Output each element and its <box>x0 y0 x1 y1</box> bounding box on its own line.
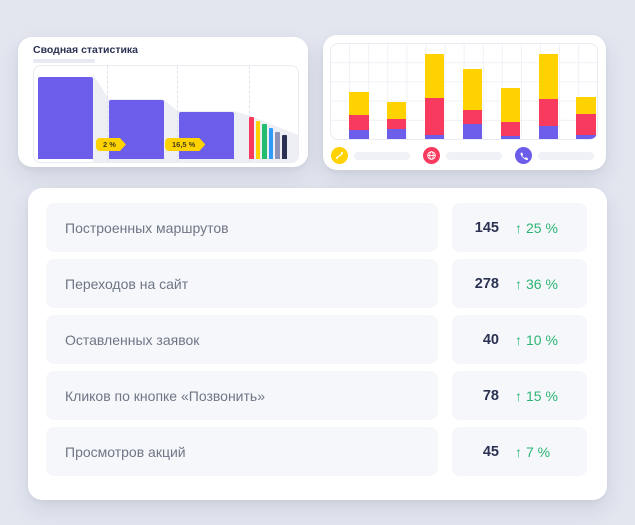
bar-segment-pink <box>576 114 596 136</box>
dashed-gridline <box>107 66 108 162</box>
globe-icon <box>423 147 440 164</box>
bar-segment-purple <box>576 135 596 139</box>
metric-number: 45 <box>482 443 499 460</box>
delta-text: 25 % <box>526 219 558 236</box>
bar-segment-pink <box>538 99 559 126</box>
bar-segment-pink <box>500 121 521 137</box>
dashed-gridline <box>177 66 178 162</box>
bar-segment-pink <box>462 109 483 124</box>
metric-value-box: 78 ↑ 15 % <box>452 371 587 420</box>
up-arrow-icon: ↑ <box>515 443 522 460</box>
metric-row: Оставленных заявок 40 ↑ 10 % <box>46 315 587 364</box>
delta-text: 7 % <box>526 443 551 460</box>
bar-segment-yellow <box>386 101 407 120</box>
metric-row: Переходов на сайт 278 ↑ 36 % <box>46 259 587 308</box>
metric-number: 78 <box>482 387 499 404</box>
stacked-bar-chart <box>330 43 598 140</box>
summary-bar <box>38 76 93 159</box>
phone-icon <box>515 147 532 164</box>
metric-value-box: 145 ↑ 25 % <box>452 203 587 252</box>
delta-text: 10 % <box>526 331 558 348</box>
mini-bar <box>249 116 254 159</box>
metric-row: Построенных маршрутов 145 ↑ 25 % <box>46 203 587 252</box>
bar-segment-purple <box>424 135 445 139</box>
bar-segment-pink <box>424 98 445 136</box>
up-arrow-icon: ↑ <box>515 331 522 348</box>
stacked-chart-card <box>323 35 606 170</box>
metric-value-box: 45 ↑ 7 % <box>452 427 587 476</box>
legend-item-routes <box>331 147 414 164</box>
delta-text: 15 % <box>526 387 558 404</box>
mini-bars-group <box>249 66 287 159</box>
metric-delta: ↑ 36 % <box>515 276 558 292</box>
metrics-card: Построенных маршрутов 145 ↑ 25 % Переход… <box>28 188 607 500</box>
up-arrow-icon: ↑ <box>515 275 522 292</box>
metric-label: Оставленных заявок <box>46 315 438 364</box>
metric-number: 278 <box>474 275 499 292</box>
stacked-bar <box>424 44 445 139</box>
percent-badge: 16,5 % <box>165 138 205 151</box>
mini-bar <box>275 131 280 159</box>
stacked-bar <box>500 44 521 139</box>
legend-item-calls <box>515 147 598 164</box>
metric-value-box: 278 ↑ 36 % <box>452 259 587 308</box>
metric-delta: ↑ 7 % <box>515 444 550 460</box>
bar-segment-yellow <box>576 97 596 115</box>
metric-label: Кликов по кнопке «Позвонить» <box>46 371 438 420</box>
summary-bars <box>34 66 298 162</box>
bar-segment-purple <box>462 123 483 139</box>
metric-delta: ↑ 25 % <box>515 220 558 236</box>
up-arrow-icon: ↑ <box>515 387 522 404</box>
metric-label: Просмотров акций <box>46 427 438 476</box>
summary-stats-card: Сводная статистика 2 % 16,5 % <box>18 37 308 167</box>
summary-bar <box>179 111 234 159</box>
bar-segment-pink <box>386 119 407 129</box>
mini-bar <box>281 135 287 159</box>
legend-placeholder <box>354 151 410 160</box>
percent-badge: 2 % <box>96 138 126 151</box>
bar-segment-yellow <box>424 53 445 99</box>
legend-item-site <box>423 147 506 164</box>
stacked-bar <box>349 44 369 139</box>
mini-bar <box>262 124 267 159</box>
metric-number: 40 <box>482 331 499 348</box>
bar-segment-yellow <box>538 54 559 100</box>
bar-segment-purple <box>349 130 369 139</box>
stacked-bar <box>462 44 483 139</box>
card-title: Сводная статистика <box>33 44 139 56</box>
legend-placeholder <box>446 151 502 160</box>
bar-segment-pink <box>349 115 369 131</box>
metric-value-box: 40 ↑ 10 % <box>452 315 587 364</box>
stacked-bar <box>386 44 407 139</box>
metric-label: Построенных маршрутов <box>46 203 438 252</box>
metric-label: Переходов на сайт <box>46 259 438 308</box>
chart-legend <box>331 147 598 164</box>
mini-bar <box>268 128 274 159</box>
title-underline <box>33 59 95 63</box>
metric-row: Просмотров акций 45 ↑ 7 % <box>46 427 587 476</box>
stacked-bar <box>576 44 596 139</box>
metric-number: 145 <box>474 219 499 236</box>
bar-segment-purple <box>500 136 521 139</box>
delta-text: 36 % <box>526 275 558 292</box>
bar-segment-yellow <box>462 68 483 110</box>
summary-bar-chart: 2 % 16,5 % <box>33 65 299 163</box>
mini-bar <box>255 120 261 159</box>
stacked-bar <box>538 44 559 139</box>
bar-segment-yellow <box>500 87 521 122</box>
metric-delta: ↑ 15 % <box>515 388 558 404</box>
legend-placeholder <box>538 151 594 160</box>
bar-segment-yellow <box>349 91 369 116</box>
dashed-gridline <box>249 66 250 162</box>
bar-segment-purple <box>538 125 559 139</box>
metric-delta: ↑ 10 % <box>515 332 558 348</box>
route-icon <box>331 147 348 164</box>
up-arrow-icon: ↑ <box>515 219 522 236</box>
metrics-list: Построенных маршрутов 145 ↑ 25 % Переход… <box>46 203 587 476</box>
bar-segment-purple <box>386 128 407 139</box>
metric-row: Кликов по кнопке «Позвонить» 78 ↑ 15 % <box>46 371 587 420</box>
